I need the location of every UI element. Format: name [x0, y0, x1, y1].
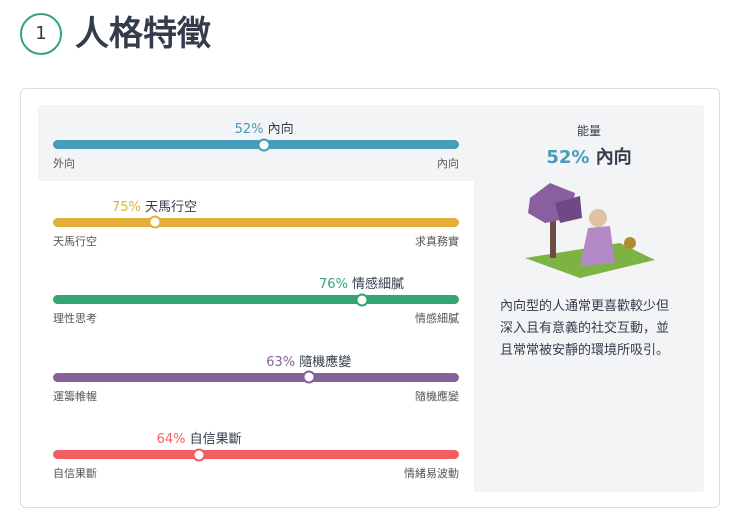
- trait-knob: [192, 448, 206, 461]
- trait-percent: 63%: [266, 354, 296, 370]
- description: 內向型的人通常更喜歡較少但深入且有意義的社交互動，並且常常被安靜的環境所吸引。: [500, 299, 670, 358]
- side-heading: 能量: [576, 124, 601, 138]
- trait-name: 情感細膩: [347, 277, 405, 292]
- right-pole: 求真務實: [415, 234, 459, 248]
- side-value: 52% 內向: [474, 143, 704, 169]
- trait-label: 75% 天馬行空: [112, 196, 197, 215]
- trait-knob: [257, 138, 271, 151]
- trait-bar: [53, 372, 459, 382]
- trait-knob: [355, 293, 369, 306]
- trait-name: 隨機應變: [295, 354, 352, 370]
- side-trait: 內向: [595, 147, 632, 168]
- illustration: [525, 183, 655, 278]
- trait-bar: [53, 295, 459, 304]
- right-pole: 隨機應變: [415, 389, 459, 403]
- left-pole: 外向: [53, 157, 75, 170]
- trait-label: 63% 隨機應變: [266, 351, 351, 370]
- left-pole: 自信果斷: [53, 467, 97, 480]
- trait-bar: [53, 217, 459, 227]
- panel-white: [38, 181, 474, 492]
- trait-name: 自信果斷: [185, 432, 242, 447]
- trait-bar: [53, 140, 459, 149]
- trait-label: 64% 自信果斷: [157, 428, 242, 447]
- trait-label: 76% 情感細膩: [319, 273, 404, 292]
- trait-percent: 64%: [156, 432, 186, 447]
- trait-bar: [53, 450, 459, 459]
- section-title: 人格特徵: [75, 14, 211, 54]
- left-pole: 理性思考: [53, 312, 97, 325]
- left-pole: 天馬行空: [53, 234, 97, 248]
- trait-percent: 52%: [234, 122, 264, 137]
- trait-name: 天馬行空: [140, 199, 198, 215]
- right-pole: 情感細膩: [415, 312, 459, 325]
- right-pole: 情緒易波動: [404, 467, 459, 480]
- right-pole: 內向: [437, 157, 459, 170]
- trait-label: 52% 內向: [235, 118, 294, 137]
- left-pole: 運籌帷幄: [53, 389, 97, 403]
- trait-percent: 76%: [319, 277, 348, 292]
- side-percent: 52%: [546, 147, 590, 168]
- trait-knob: [302, 370, 316, 384]
- trait-name: 內向: [263, 122, 294, 137]
- step-badge: 1: [20, 13, 62, 55]
- trait-percent: 75%: [111, 199, 141, 215]
- card: [20, 88, 720, 508]
- trait-knob: [148, 215, 161, 229]
